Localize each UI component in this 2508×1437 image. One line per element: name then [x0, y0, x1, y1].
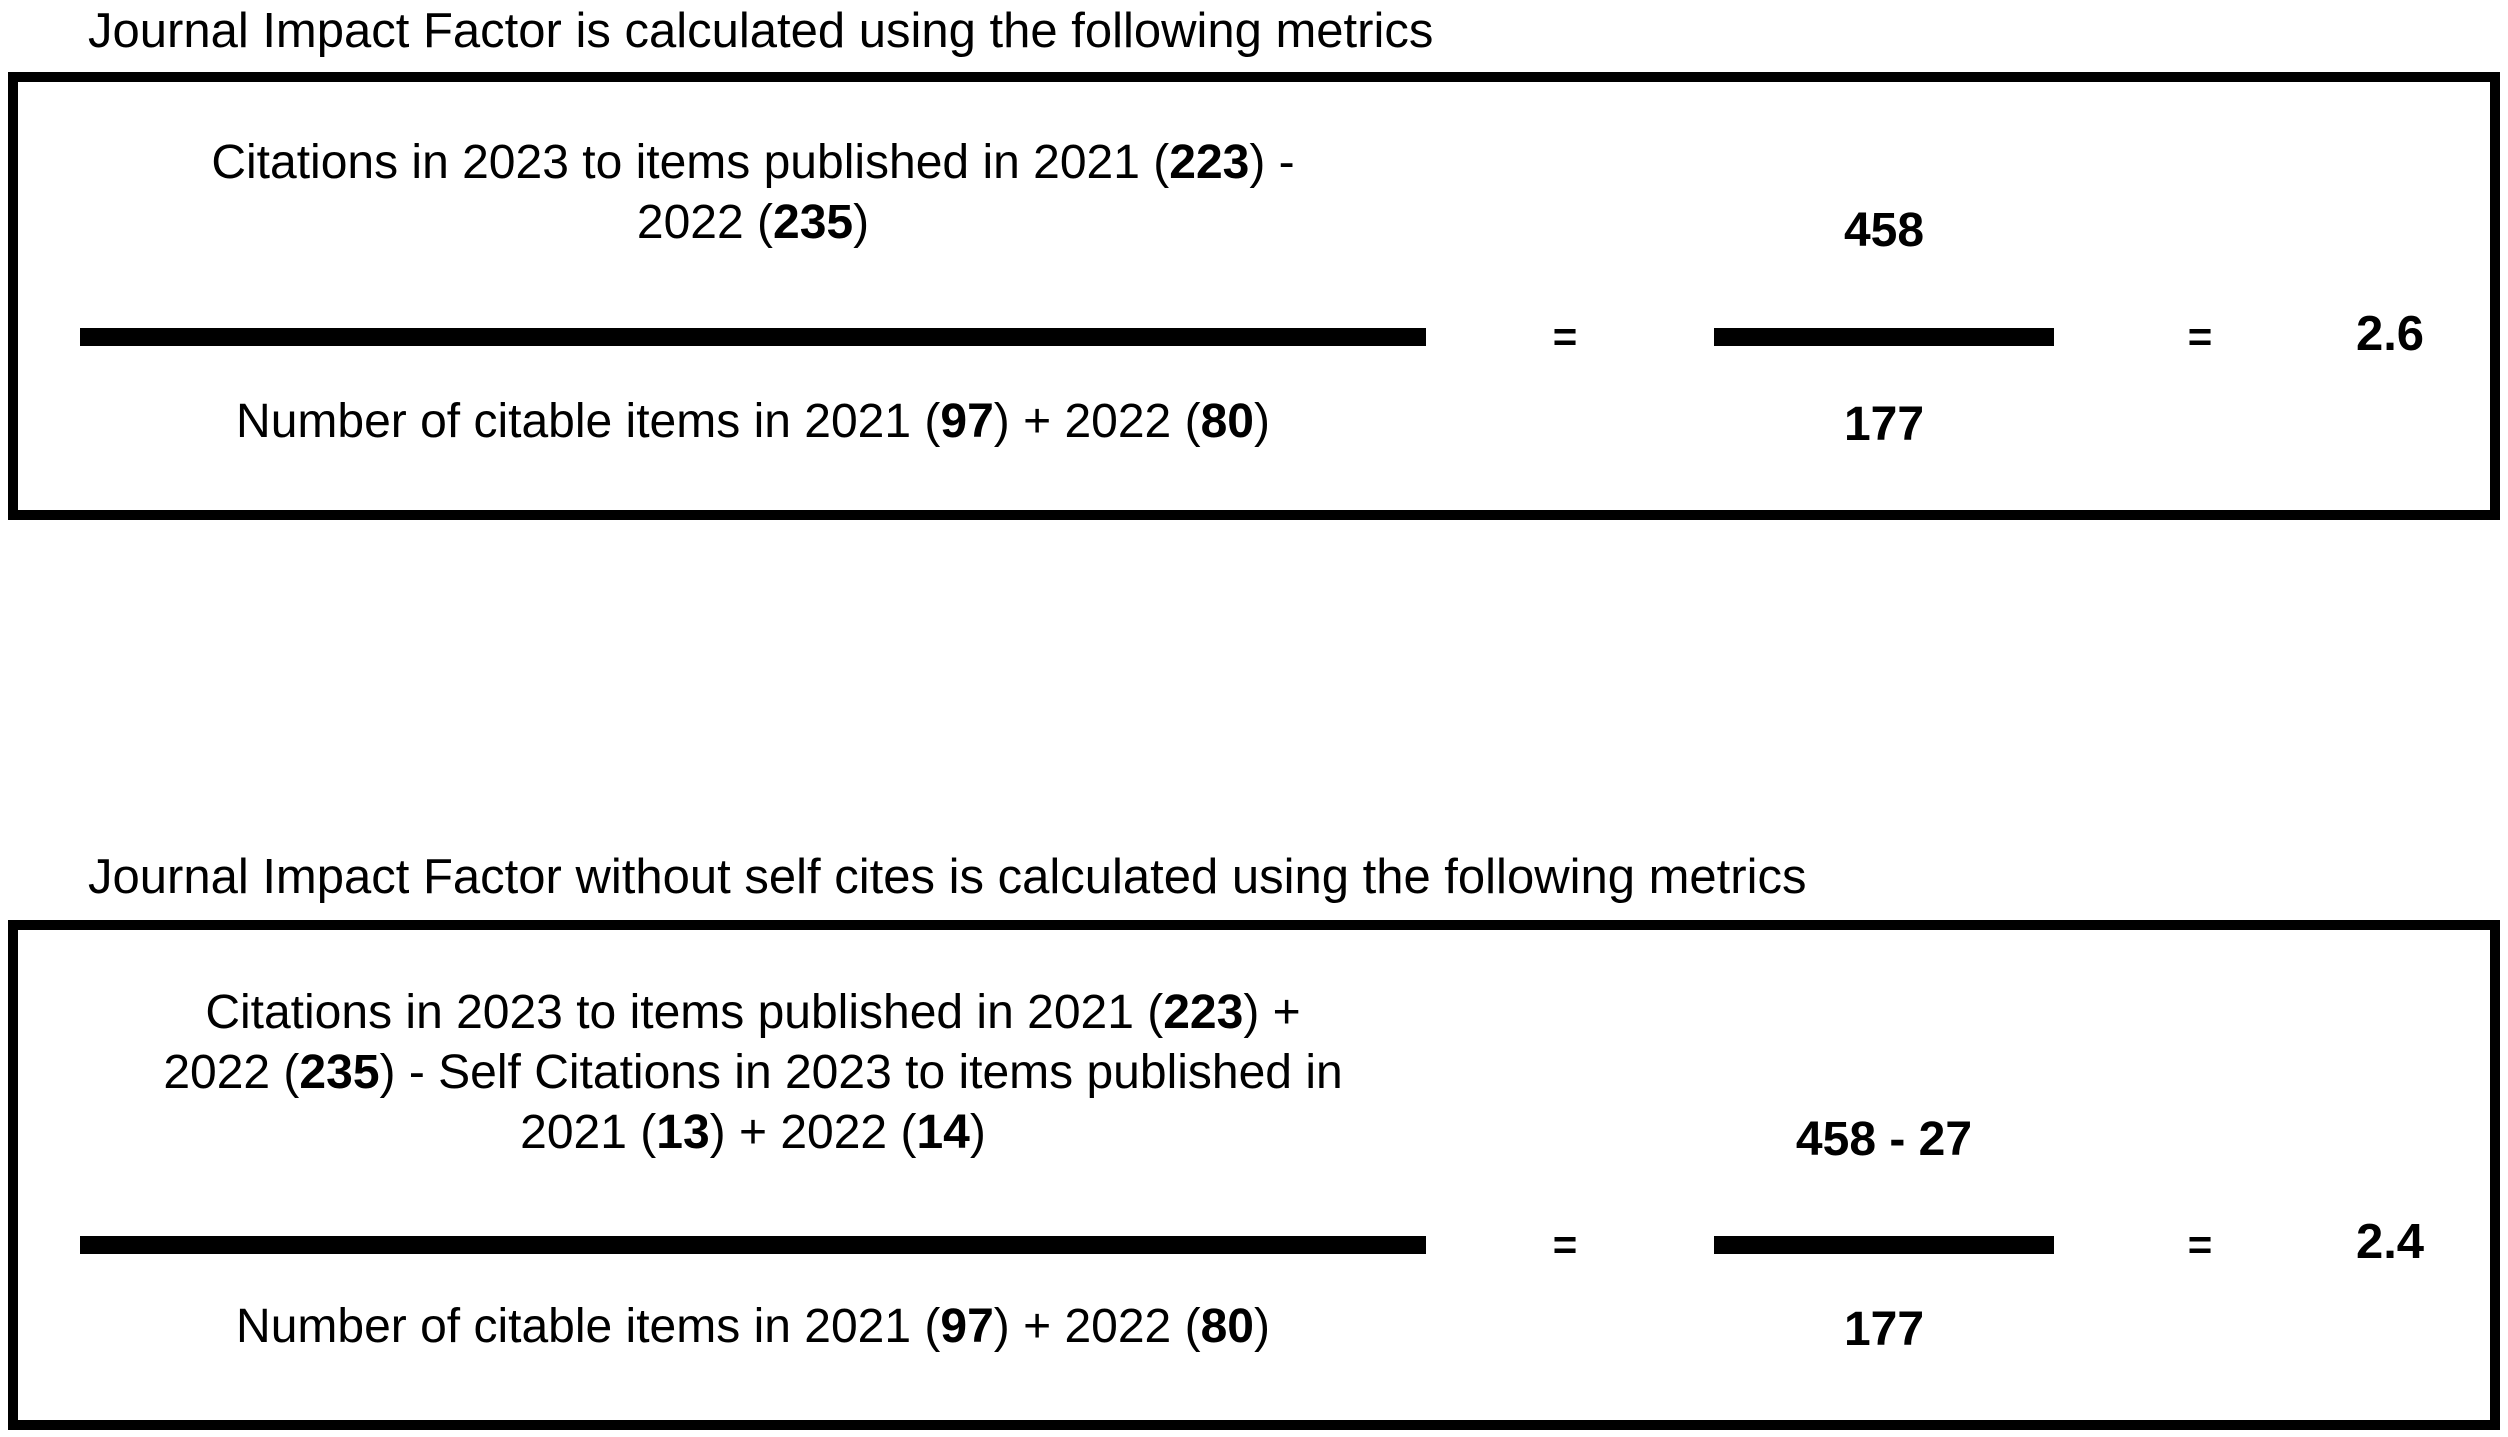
fraction-numerator-line: 2022 (235) - Self Citations in 2023 to i… [163, 1046, 1343, 1099]
formula-box [8, 920, 2500, 1430]
equals-sign: = [1552, 1221, 1578, 1268]
equals-sign: = [2187, 1221, 2213, 1268]
fraction-numerator: Citations in 2023 to items published in … [80, 983, 1426, 1163]
equals-sign: = [1552, 313, 1578, 360]
section-heading: Journal Impact Factor without self cites… [88, 850, 1807, 904]
result-value: 2.4 [2355, 1215, 2425, 1269]
formula-box [8, 72, 2500, 520]
section-heading: Journal Impact Factor is calculated usin… [88, 4, 1434, 58]
computed-denominator: 177 [1843, 398, 1925, 451]
computed-numerator: 458 - 27 [1795, 1113, 1973, 1166]
fraction-bar [1714, 1236, 2054, 1254]
fraction-numerator: Citations in 2023 to items published in … [80, 133, 1426, 253]
fraction-bar [80, 1236, 1426, 1254]
fraction-numerator-line: 2021 (13) + 2022 (14) [520, 1106, 986, 1159]
fraction-denominator: Number of citable items in 2021 (97) + 2… [236, 1300, 1270, 1353]
fraction-bar [80, 328, 1426, 346]
fraction-bar [1714, 328, 2054, 346]
fraction-numerator-line: 2022 (235) [636, 196, 870, 249]
equals-sign: = [2187, 313, 2213, 360]
fraction-numerator-line: Citations in 2023 to items published in … [205, 986, 1301, 1039]
computed-numerator: 458 [1843, 204, 1925, 257]
fraction-denominator: Number of citable items in 2021 (97) + 2… [236, 395, 1270, 448]
fraction-numerator-line: Citations in 2023 to items published in … [211, 136, 1295, 189]
result-value: 2.6 [2355, 307, 2425, 361]
computed-denominator: 177 [1843, 1303, 1925, 1356]
